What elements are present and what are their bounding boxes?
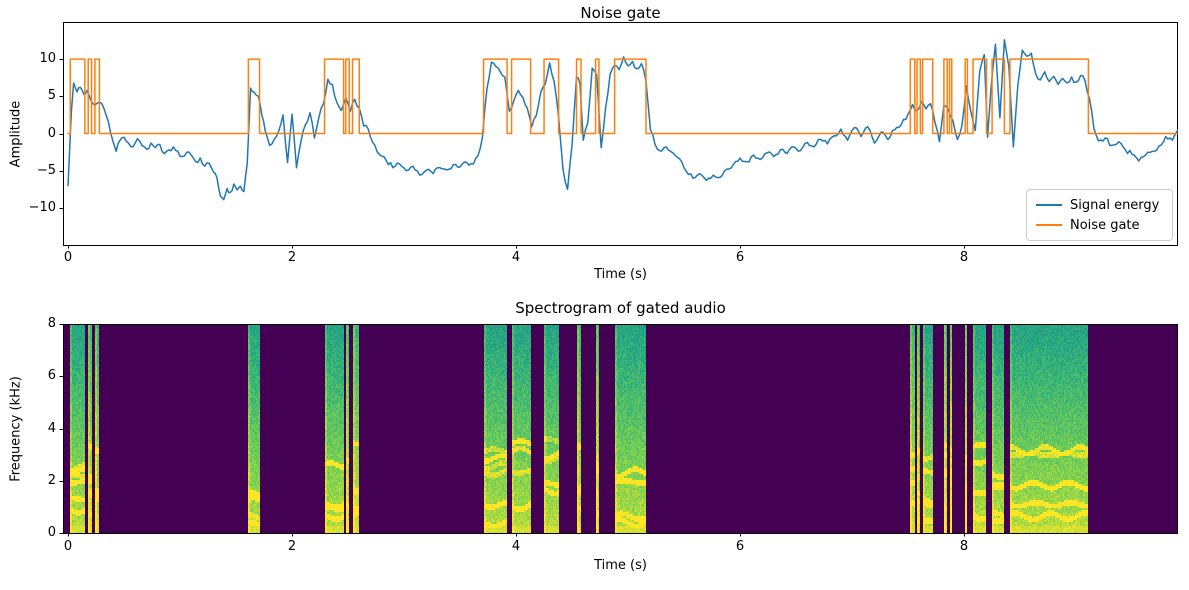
top-chart-y-tick-label: 0 (47, 125, 56, 141)
top-chart-x-tick-label: 4 (511, 250, 521, 265)
bottom-chart-y-tick-label: 6 (47, 368, 56, 384)
top-chart-y-tick-label: −5 (36, 162, 56, 178)
top-chart-xlabel: Time (s) (594, 267, 647, 282)
noise-gate-plot-area (63, 22, 1178, 245)
bottom-chart-x-tick-label: 4 (511, 539, 521, 554)
top-chart-x-tick-label: 2 (287, 250, 297, 265)
spectrogram-plot-area (63, 324, 1178, 533)
top-chart-x-tick-label: 6 (735, 250, 745, 265)
bottom-chart-x-tick-label: 8 (959, 539, 969, 554)
top-chart-x-tick-label: 8 (959, 250, 969, 265)
bottom-chart-x-tick-label: 2 (287, 539, 297, 554)
legend-label-noise-gate: Noise gate (1070, 217, 1140, 233)
legend: Signal energy Noise gate (1026, 189, 1173, 241)
bottom-chart-y-tick-label: 8 (47, 316, 56, 331)
bottom-chart-title: Spectrogram of gated audio (515, 299, 726, 317)
bottom-chart-y-tick-label: 4 (47, 420, 56, 436)
top-chart-x-tick-label: 0 (63, 250, 73, 265)
bottom-chart-xlabel: Time (s) (594, 558, 647, 573)
bottom-chart-x-tick-label: 6 (735, 539, 745, 554)
legend-entry-signal-energy: Signal energy (1036, 196, 1163, 215)
bottom-chart-x-tick-label: 0 (63, 539, 73, 554)
top-chart-y-tick-label: −10 (28, 199, 56, 215)
signal-energy-line-swatch (1036, 204, 1062, 206)
top-chart-y-tick-label: 10 (39, 51, 56, 67)
top-chart-title: Noise gate (580, 4, 661, 22)
bottom-chart-y-tick-label: 0 (47, 525, 56, 540)
legend-entry-noise-gate: Noise gate (1036, 216, 1163, 235)
noise-gate-line-swatch (1036, 224, 1062, 226)
legend-label-signal-energy: Signal energy (1070, 197, 1160, 213)
bottom-chart-y-tick-label: 2 (47, 472, 56, 488)
top-chart-y-tick-label: 5 (47, 88, 56, 104)
